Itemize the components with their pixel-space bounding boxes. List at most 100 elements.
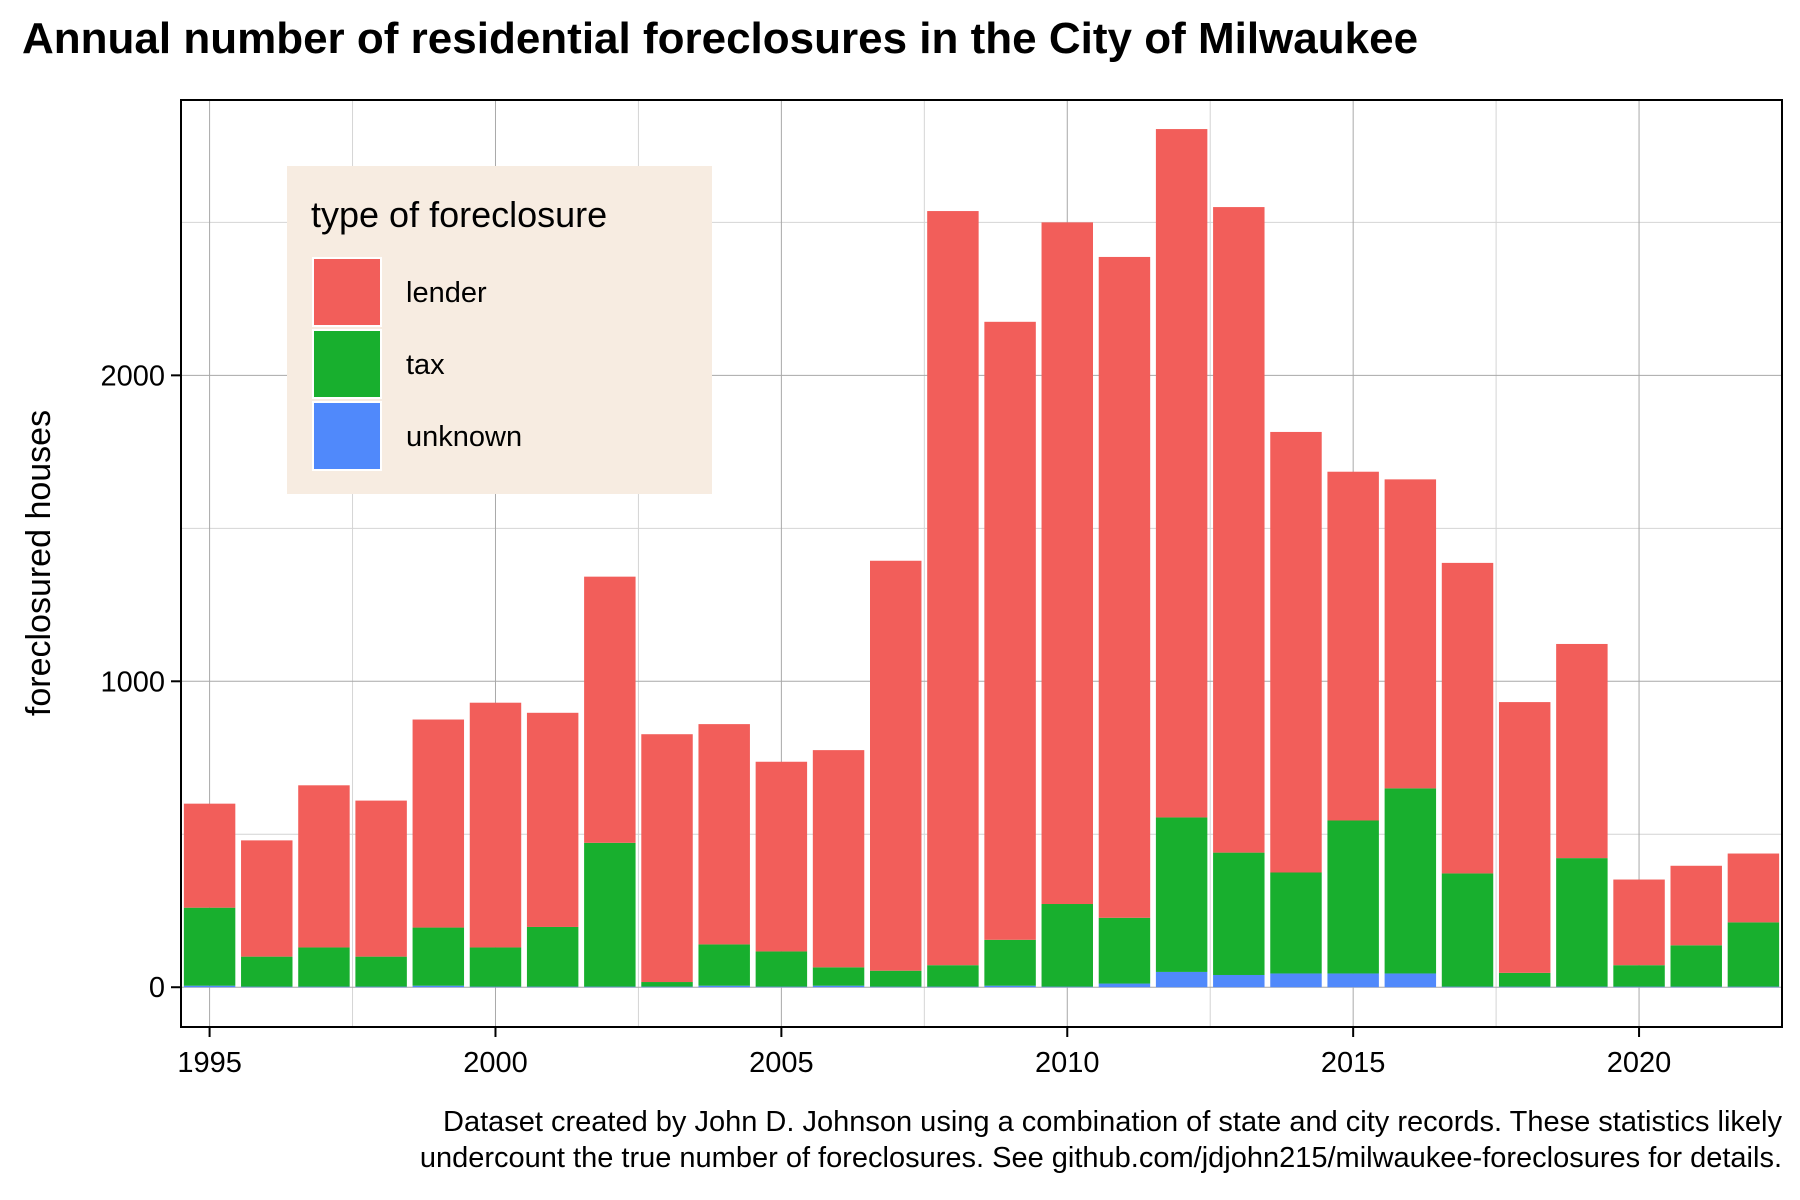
bar-segment-lender bbox=[1384, 479, 1437, 789]
bar-segment-lender bbox=[1498, 702, 1551, 973]
bar-segment-lender bbox=[1098, 256, 1151, 918]
bar-segment-tax bbox=[812, 967, 865, 986]
bar-segment-tax bbox=[1155, 817, 1208, 972]
caption-line-2: undercount the true number of foreclosur… bbox=[419, 1142, 1782, 1174]
bar-segment-tax bbox=[1213, 852, 1265, 975]
x-tick-label: 1995 bbox=[177, 1047, 242, 1079]
bar-segment-lender bbox=[1670, 865, 1722, 946]
bar-segment-unknown bbox=[984, 985, 1036, 988]
caption-line-1: Dataset created by John D. Johnson using… bbox=[443, 1106, 1782, 1138]
bar-segment-tax bbox=[469, 947, 522, 987]
legend: type of foreclosure lender tax unknown bbox=[287, 166, 712, 494]
bar-segment-unknown bbox=[641, 986, 693, 988]
x-tick-label: 2015 bbox=[1321, 1047, 1386, 1079]
y-axis: 0 1000 2000 bbox=[100, 360, 181, 1004]
bar-segment-tax bbox=[755, 951, 808, 987]
bar-segment-lender bbox=[355, 800, 407, 957]
bar-segment-tax bbox=[1098, 917, 1151, 984]
bar-segment-lender bbox=[1327, 471, 1379, 821]
bar-segment-unknown bbox=[1670, 986, 1722, 988]
bar-segment-lender bbox=[1270, 431, 1322, 873]
bar-segment-unknown bbox=[1098, 983, 1151, 988]
bar-segment-lender bbox=[526, 712, 579, 927]
bar-segment-unknown bbox=[412, 985, 465, 988]
chart-title: Annual number of residential foreclosure… bbox=[22, 14, 1419, 63]
y-tick-label: 1000 bbox=[100, 666, 165, 698]
bar-segment-tax bbox=[1613, 965, 1665, 987]
bar-segment-unknown bbox=[755, 986, 808, 988]
bar-segment-lender bbox=[298, 785, 350, 948]
bar-segment-unknown bbox=[1041, 986, 1093, 988]
bar-segment-tax bbox=[1556, 858, 1608, 987]
bar-segment-tax bbox=[870, 970, 922, 987]
bar-segment-unknown bbox=[812, 985, 865, 988]
bar-segment-tax bbox=[298, 947, 350, 987]
bar-segment-unknown bbox=[1155, 971, 1208, 988]
legend-key-tax bbox=[312, 329, 382, 399]
legend-label-unknown: unknown bbox=[406, 421, 522, 453]
bar-segment-tax bbox=[183, 907, 236, 986]
bar-segment-tax bbox=[641, 982, 693, 987]
legend-items: lender tax unknown bbox=[312, 257, 522, 471]
plot-border bbox=[180, 99, 1783, 1028]
bar-segment-tax bbox=[241, 956, 293, 987]
bar-segment-lender bbox=[1556, 643, 1608, 859]
bar-segment-unknown bbox=[584, 986, 636, 988]
bar-segment-unknown bbox=[698, 985, 750, 988]
bar-segment-lender bbox=[641, 734, 693, 983]
bar-segment-unknown bbox=[526, 986, 579, 988]
bar-segment-lender bbox=[1727, 853, 1780, 923]
y-tick-label: 0 bbox=[149, 972, 165, 1004]
bar-segment-unknown bbox=[870, 986, 922, 988]
legend-key-lender bbox=[312, 257, 382, 327]
bar-segment-unknown bbox=[1441, 986, 1494, 988]
bar-segment-lender bbox=[984, 321, 1036, 940]
bar-segment-tax bbox=[1498, 972, 1551, 987]
bar-segment-lender bbox=[698, 724, 750, 945]
bar-segment-lender bbox=[241, 840, 293, 957]
bar-segment-tax bbox=[526, 926, 579, 987]
bar-segment-tax bbox=[1441, 873, 1494, 987]
bar-segment-lender bbox=[812, 750, 865, 968]
x-tick-label: 2010 bbox=[1035, 1047, 1100, 1079]
bar-segment-tax bbox=[584, 842, 636, 987]
y-tick-label: 2000 bbox=[100, 360, 165, 392]
bar-segment-lender bbox=[1041, 222, 1093, 905]
bar-segment-unknown bbox=[241, 986, 293, 988]
bar-segment-unknown bbox=[1270, 973, 1322, 988]
x-axis: 1995 2000 2005 2010 2015 2020 bbox=[177, 1027, 1671, 1079]
x-tick-label: 2000 bbox=[463, 1047, 528, 1079]
bar-segment-unknown bbox=[1213, 974, 1265, 988]
bar-segment-tax bbox=[1327, 820, 1379, 974]
bar-segment-unknown bbox=[469, 986, 522, 988]
bar-segment-lender bbox=[469, 702, 522, 948]
bar-segment-lender bbox=[1155, 129, 1208, 818]
bar-segment-tax bbox=[1384, 788, 1437, 974]
legend-title: type of foreclosure bbox=[311, 194, 607, 235]
bar-segment-tax bbox=[355, 956, 407, 987]
bar-segment-lender bbox=[412, 719, 465, 928]
bar-segment-unknown bbox=[1613, 986, 1665, 988]
legend-label-lender: lender bbox=[406, 277, 487, 309]
bars bbox=[183, 129, 1780, 988]
bar-segment-tax bbox=[412, 927, 465, 986]
legend-key-unknown bbox=[312, 401, 382, 471]
x-tick-label: 2020 bbox=[1607, 1047, 1672, 1079]
bar-segment-lender bbox=[1613, 879, 1665, 966]
bar-segment-unknown bbox=[1556, 986, 1608, 988]
y-axis-label: foreclosured houses bbox=[20, 410, 58, 716]
caption: Dataset created by John D. Johnson using… bbox=[420, 1104, 1782, 1176]
bar-segment-unknown bbox=[1327, 973, 1379, 988]
bar-segment-unknown bbox=[298, 986, 350, 988]
bar-segment-tax bbox=[984, 939, 1036, 986]
legend-label-tax: tax bbox=[406, 349, 445, 381]
bar-segment-tax bbox=[1041, 904, 1093, 987]
bar-segment-unknown bbox=[1498, 986, 1551, 988]
bar-segment-tax bbox=[1670, 945, 1722, 987]
bar-segment-lender bbox=[1213, 207, 1265, 853]
bar-segment-tax bbox=[1270, 872, 1322, 974]
bar-segment-lender bbox=[183, 803, 236, 908]
bar-segment-tax bbox=[927, 965, 979, 987]
bar-segment-lender bbox=[927, 211, 979, 966]
